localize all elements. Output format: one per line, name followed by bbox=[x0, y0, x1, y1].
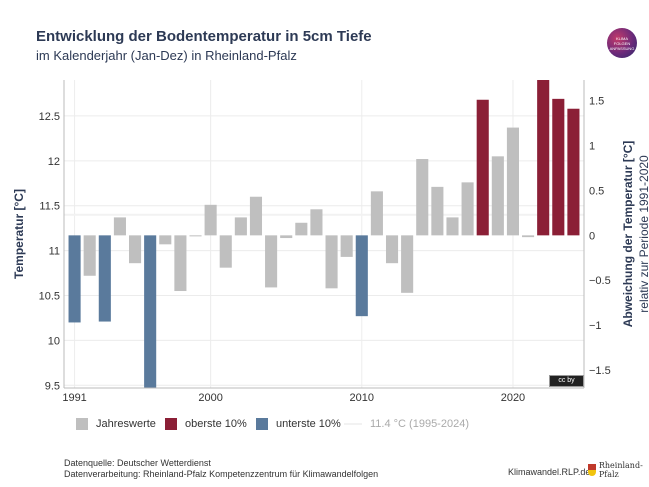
y2-tick-label: −1.5 bbox=[589, 365, 611, 377]
footer-processing: Datenverarbeitung: Rheinland-Pfalz Kompe… bbox=[64, 469, 379, 479]
y2-axis-sublabel: relativ zur Periode 1991-2020 bbox=[637, 155, 649, 313]
legend-item-baseline[interactable]: 11.4 °C (1995-2024) bbox=[344, 418, 469, 430]
legend-swatch-unterste bbox=[256, 418, 268, 430]
bar-2008 bbox=[325, 235, 338, 289]
bar-1994 bbox=[113, 217, 126, 236]
y-tick-label: 11 bbox=[49, 246, 60, 258]
rlp-logo-text: Rheinland-Pfalz bbox=[598, 461, 643, 479]
bar-1995 bbox=[129, 235, 142, 264]
bar-2012 bbox=[385, 235, 399, 264]
logo-text-2: FOLGEN bbox=[613, 40, 631, 46]
y2-axis-label: Abweichung der Temperatur [°C] bbox=[621, 141, 635, 328]
bar-2020 bbox=[506, 127, 519, 236]
rlp-shield-icon bbox=[588, 464, 596, 476]
bar-2010 bbox=[355, 235, 368, 317]
y-tick-label: 9.5 bbox=[45, 380, 60, 392]
bar-1992 bbox=[83, 235, 96, 276]
bar-2003 bbox=[249, 196, 263, 236]
footer-source: Datenquelle: Deutscher Wetterdienst bbox=[64, 458, 211, 468]
legend-swatch-jahreswerte bbox=[76, 418, 88, 430]
chart-subtitle: im Kalenderjahr (Jan-Dez) in Rheinland-P… bbox=[36, 48, 297, 63]
klimawandel-logo[interactable]: KLIMA FOLGEN ANPASSUNG bbox=[607, 28, 637, 58]
bar-2015 bbox=[431, 186, 444, 236]
bar-2007 bbox=[310, 209, 323, 236]
bar-2001 bbox=[219, 235, 232, 268]
x-tick-label: 1991 bbox=[62, 392, 86, 404]
logo-text-3: ANPASSUNG bbox=[609, 45, 635, 51]
bar-1993 bbox=[98, 235, 111, 322]
y-axis-label: Temperatur [°C] bbox=[12, 189, 26, 279]
bar-2014 bbox=[416, 159, 429, 236]
bar-2016 bbox=[446, 217, 459, 236]
legend-item-jahreswerte[interactable]: Jahreswerte bbox=[76, 418, 156, 430]
cc-license-badge[interactable]: cc by bbox=[549, 375, 584, 387]
bar-2005 bbox=[280, 235, 293, 239]
tick-labels: 9.51010.51111.51212.5−1.5−1−0.500.511.51… bbox=[39, 96, 611, 404]
y-tick-label: 12 bbox=[48, 156, 60, 168]
y-tick-label: 10 bbox=[48, 335, 60, 347]
legend-label-baseline: 11.4 °C (1995-2024) bbox=[370, 418, 469, 430]
bar-1998 bbox=[174, 235, 187, 292]
bar-2000 bbox=[204, 204, 217, 236]
y2-tick-label: 1.5 bbox=[589, 96, 604, 108]
rlp-logo: Rheinland-Pfalz bbox=[588, 461, 649, 479]
chart-title: Entwicklung der Bodentemperatur in 5cm T… bbox=[36, 28, 372, 45]
footer-website-link[interactable]: Klimawandel.RLP.de bbox=[508, 467, 591, 477]
x-tick-label: 2020 bbox=[501, 392, 525, 404]
legend-label-unterste: unterste 10% bbox=[276, 418, 341, 430]
y-tick-label: 11.5 bbox=[39, 201, 60, 213]
y2-tick-label: 0.5 bbox=[589, 185, 604, 197]
bars bbox=[68, 80, 580, 388]
y2-tick-label: 1 bbox=[589, 141, 595, 153]
y2-tick-label: −0.5 bbox=[589, 275, 611, 287]
bar-2002 bbox=[234, 217, 247, 236]
bar-2023 bbox=[552, 98, 565, 236]
bar-2011 bbox=[370, 191, 383, 236]
legend-item-unterste[interactable]: unterste 10% bbox=[256, 418, 341, 430]
legend-swatch-oberste bbox=[165, 418, 177, 430]
bar-2013 bbox=[401, 235, 414, 293]
legend-label-oberste: oberste 10% bbox=[185, 418, 247, 430]
bar-2006 bbox=[295, 222, 308, 236]
footer-credits: Datenquelle: Deutscher Wetterdienst Date… bbox=[64, 458, 378, 480]
bar-1999 bbox=[189, 235, 202, 237]
bar-2017 bbox=[461, 182, 474, 236]
bar-2021 bbox=[522, 235, 535, 238]
y2-tick-label: 0 bbox=[589, 230, 595, 242]
y2-tick-label: −1 bbox=[589, 320, 602, 332]
bar-1997 bbox=[159, 235, 172, 245]
axes bbox=[63, 80, 585, 389]
legend-label-jahreswerte: Jahreswerte bbox=[96, 418, 156, 430]
bar-2019 bbox=[491, 156, 504, 236]
bar-2004 bbox=[265, 235, 278, 288]
y-tick-label: 12.5 bbox=[39, 111, 60, 123]
grid-lines bbox=[64, 80, 584, 388]
bar-2024 bbox=[567, 108, 580, 236]
bar-2022 bbox=[537, 80, 550, 236]
legend-item-oberste[interactable]: oberste 10% bbox=[165, 418, 247, 430]
x-tick-label: 2010 bbox=[350, 392, 374, 404]
logo-text-1: KLIMA bbox=[615, 35, 628, 41]
legend-swatch-baseline bbox=[344, 423, 362, 425]
x-tick-label: 2000 bbox=[198, 392, 222, 404]
bar-2009 bbox=[340, 235, 353, 257]
bar-1991 bbox=[68, 235, 81, 323]
y-tick-label: 10.5 bbox=[39, 291, 60, 303]
bar-1996 bbox=[144, 235, 157, 388]
bar-2018 bbox=[476, 99, 489, 236]
